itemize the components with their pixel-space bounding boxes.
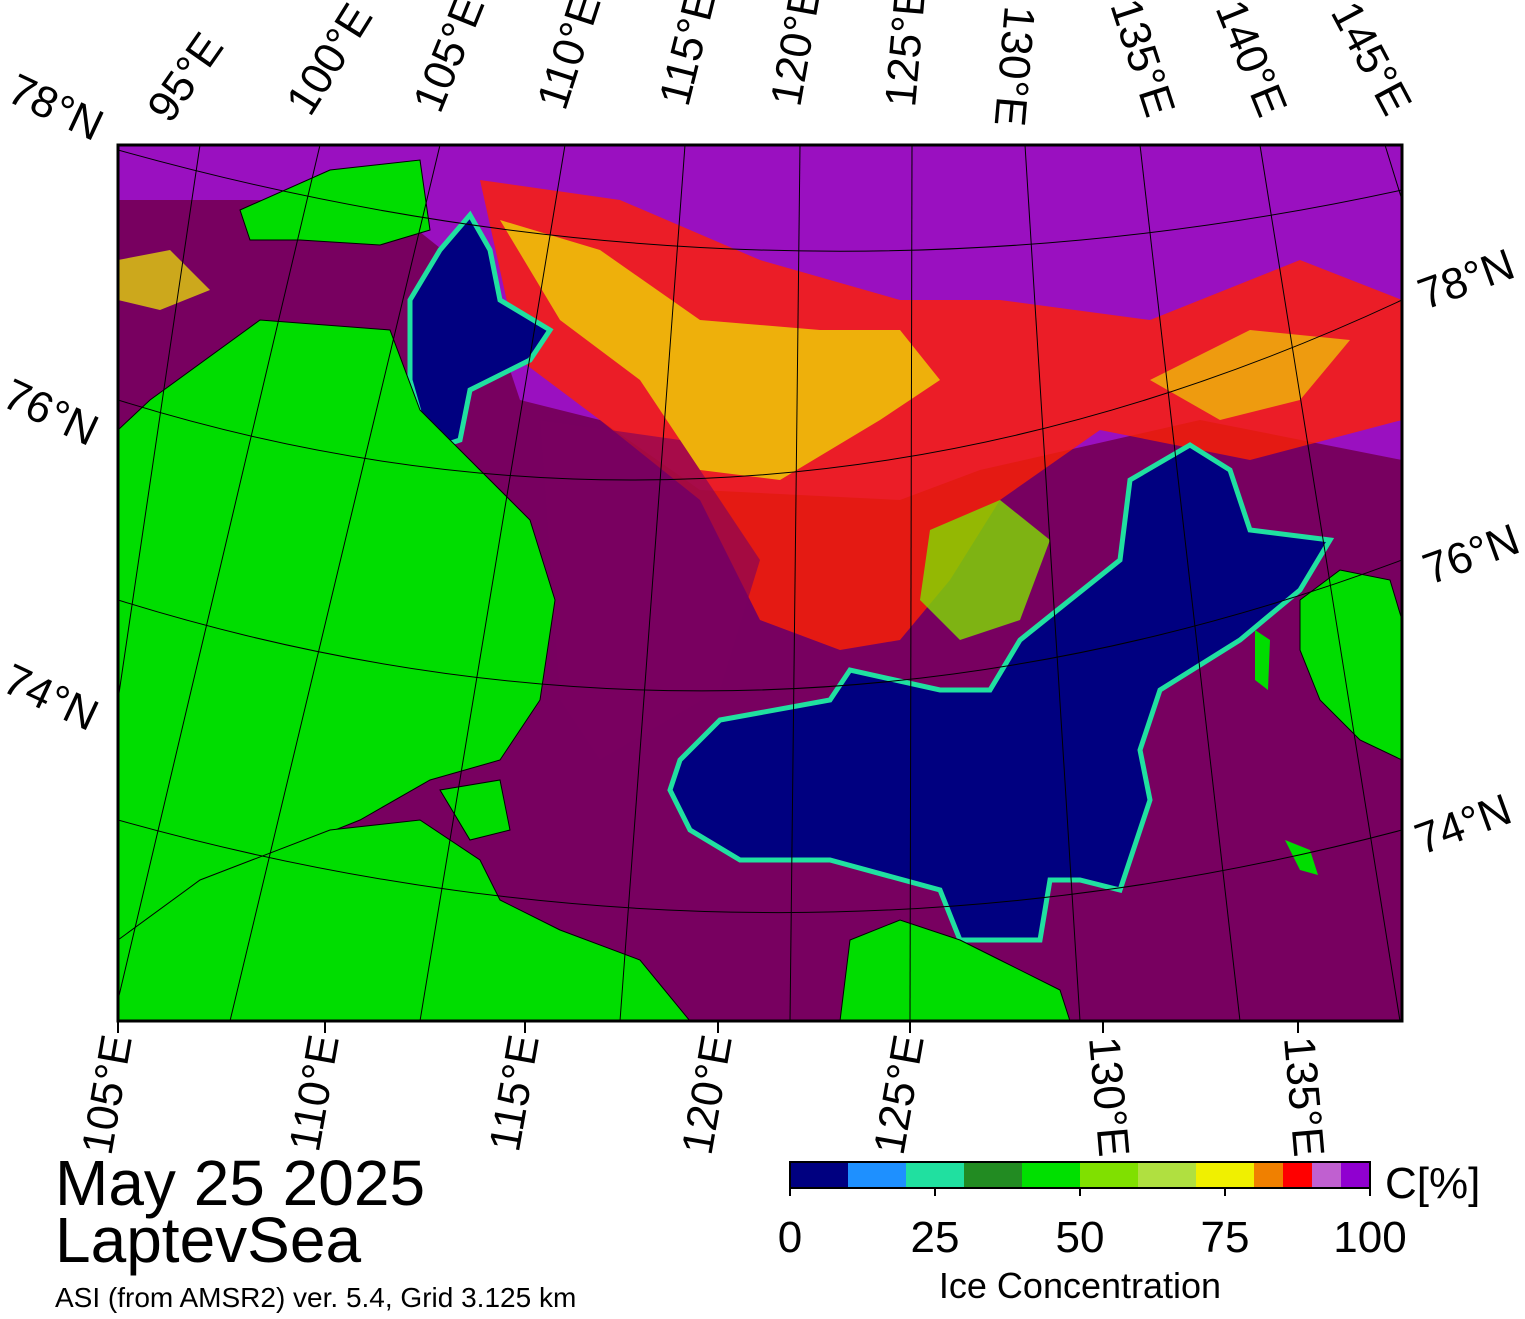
lon-label: 140°E [1206, 0, 1297, 123]
lon-label: 135°E [1274, 1035, 1333, 1159]
lon-label: 105°E [73, 1031, 142, 1158]
region: LaptevSea [55, 1204, 361, 1276]
lon-label: 135°E [1100, 0, 1184, 123]
colorbar-bin [1080, 1162, 1138, 1188]
colorbar-tick-label: 0 [778, 1213, 802, 1262]
lon-label: 120°E [673, 1031, 742, 1158]
colorbar-bin [1138, 1162, 1196, 1188]
colorbar-bin [848, 1162, 906, 1188]
land [839, 919, 1071, 1021]
lon-label: 115°E [650, 0, 726, 110]
map [118, 145, 1402, 1021]
ice-zone [500, 220, 940, 480]
lat-label: 78°N [1, 65, 111, 151]
land [239, 159, 431, 246]
lon-label: 105°E [404, 0, 495, 119]
colorbar-tick-label: 50 [1056, 1213, 1105, 1262]
land [118, 819, 691, 1021]
lat-label: 74°N [1409, 785, 1518, 865]
land [1285, 840, 1318, 875]
ice-zone [920, 500, 1050, 640]
ice-zone [118, 250, 210, 310]
lon-label: 95°E [138, 24, 233, 131]
map-frame [116, 143, 1404, 1023]
colorbar-bin [906, 1162, 964, 1188]
ice-zone [540, 420, 760, 760]
graticule [118, 145, 1402, 1021]
ice-zone [480, 180, 1402, 650]
land [1299, 569, 1402, 761]
lon-label: 110°E [528, 0, 611, 115]
colorbar-unit: C[%] [1385, 1159, 1480, 1208]
lat-label: 74°N [0, 655, 106, 741]
date: May 25 2025 [55, 1147, 425, 1219]
lat-label: 76°N [1417, 515, 1525, 595]
colorbar-tick-label: 75 [1201, 1213, 1250, 1262]
lon-label: 125°E [865, 1031, 934, 1158]
lon-label: 110°E [280, 1031, 349, 1155]
lat-label: 76°N [0, 370, 106, 456]
colorbar-bin [1312, 1162, 1341, 1188]
lon-label: 120°E [762, 0, 831, 110]
colorbar-bin [1254, 1162, 1283, 1188]
open-water [667, 442, 1335, 943]
colorbar-title: Ice Concentration [939, 1265, 1221, 1306]
lon-label: 130°E [985, 4, 1044, 128]
colorbar-bin [1022, 1162, 1080, 1188]
lon-label: 100°E [277, 0, 382, 123]
colorbar-bin [964, 1162, 1022, 1188]
colorbar-bin [1283, 1162, 1312, 1188]
source: ASI (from AMSR2) ver. 5.4, Grid 3.125 km [55, 1282, 576, 1313]
lon-label: 125°E [876, 0, 935, 109]
colorbar-bin [1196, 1162, 1254, 1188]
colorbar-bin [790, 1162, 848, 1188]
lon-label: 130°E [1079, 1035, 1138, 1159]
lon-label: 145°E [1321, 0, 1421, 123]
colorbar-tick-label: 25 [911, 1213, 960, 1262]
land [1255, 630, 1270, 690]
colorbar-bin [1341, 1162, 1370, 1188]
colorbar-tick-label: 100 [1333, 1213, 1406, 1262]
lon-label: 115°E [480, 1031, 549, 1155]
lat-label: 78°N [1412, 240, 1521, 320]
